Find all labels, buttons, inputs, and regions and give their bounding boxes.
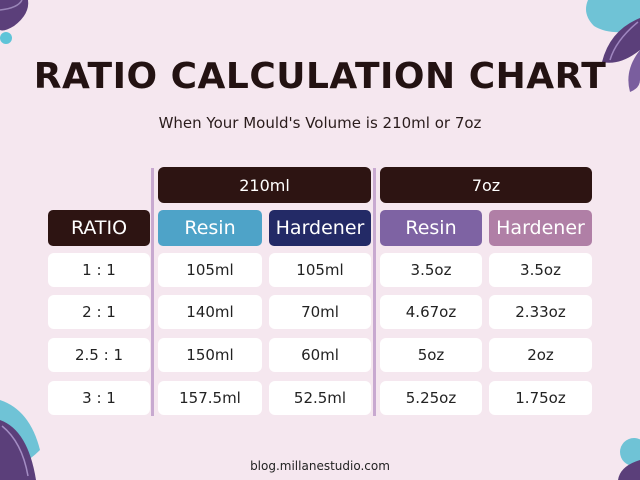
table-cell-hardener-oz: 1.75oz: [489, 381, 592, 415]
table-cell-resin-ml: 150ml: [158, 338, 262, 372]
header-hardener-oz: Hardener: [489, 210, 592, 246]
header-resin-oz: Resin: [380, 210, 482, 246]
column-divider-left: [151, 168, 154, 416]
table-cell-hardener-oz: 3.5oz: [489, 253, 592, 287]
leaf-decoration-top-right: [586, 0, 640, 92]
table-cell-resin-oz: 5.25oz: [380, 381, 482, 415]
table-cell-resin-ml: 105ml: [158, 253, 262, 287]
leaf-decoration-bottom-right: [618, 438, 640, 480]
leaf-decoration-top-left: [0, 0, 29, 44]
header-resin-ml: Resin: [158, 210, 262, 246]
table-cell-hardener-ml: 105ml: [269, 253, 371, 287]
page-subtitle: When Your Mould's Volume is 210ml or 7oz: [158, 114, 482, 132]
table-cell-ratio: 2.5 : 1: [48, 338, 150, 372]
table-cell-resin-oz: 4.67oz: [380, 295, 482, 329]
table-cell-resin-ml: 157.5ml: [158, 381, 262, 415]
table-cell-hardener-ml: 52.5ml: [269, 381, 371, 415]
table-cell-hardener-ml: 60ml: [269, 338, 371, 372]
page-title: RATIO CALCULATION CHART: [33, 56, 607, 97]
table-cell-ratio: 1 : 1: [48, 253, 150, 287]
table-cell-hardener-oz: 2oz: [489, 338, 592, 372]
table-cell-resin-ml: 140ml: [158, 295, 262, 329]
column-divider-middle: [373, 168, 376, 416]
footer-url: blog.millanestudio.com: [250, 459, 390, 473]
table-cell-ratio: 3 : 1: [48, 381, 150, 415]
table-cell-resin-oz: 5oz: [380, 338, 482, 372]
table-cell-hardener-oz: 2.33oz: [489, 295, 592, 329]
table-cell-resin-oz: 3.5oz: [380, 253, 482, 287]
header-ratio: RATIO: [48, 210, 150, 246]
header-hardener-ml: Hardener: [269, 210, 371, 246]
header-210ml: 210ml: [158, 167, 371, 203]
table-cell-ratio: 2 : 1: [48, 295, 150, 329]
table-cell-hardener-ml: 70ml: [269, 295, 371, 329]
leaf-decoration-bottom-left: [0, 400, 40, 480]
header-7oz: 7oz: [380, 167, 592, 203]
